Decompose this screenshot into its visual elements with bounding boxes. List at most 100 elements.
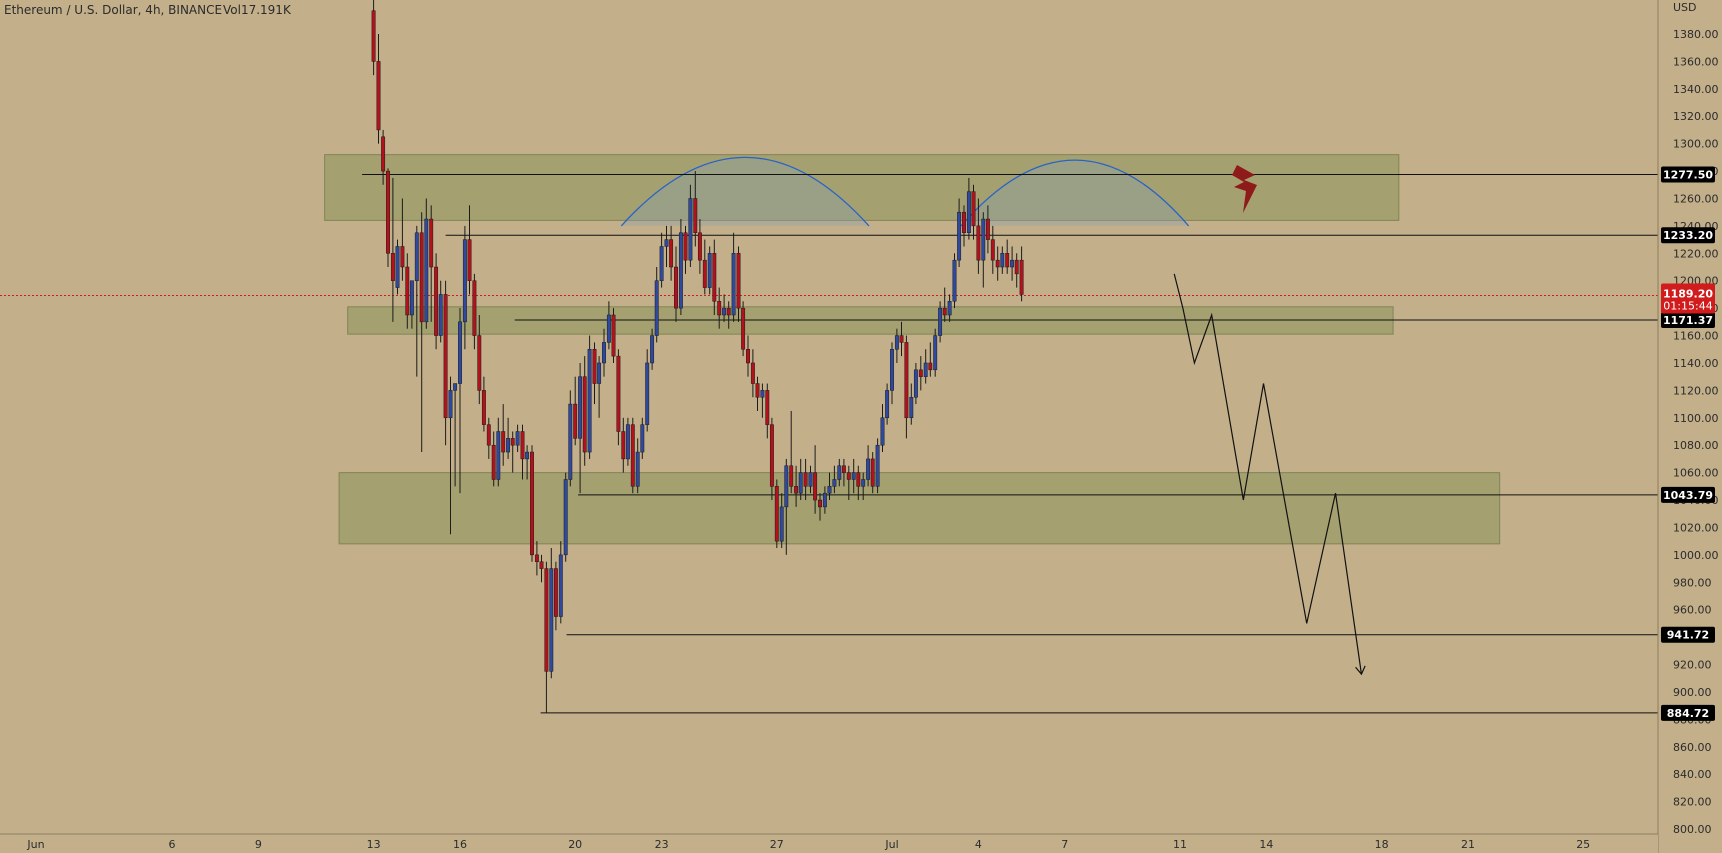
candle [832,465,837,494]
candle [481,376,486,432]
candle-body [1019,259,1024,295]
candle-body [985,218,990,240]
candle [453,383,458,487]
projection-layer [1173,273,1366,676]
candle-body [669,239,674,268]
candle [746,335,750,377]
candle [491,431,496,487]
candle-body [438,294,443,336]
zone-3[interactable] [338,472,1501,545]
candle-body [458,321,462,384]
y-tick-label: 1300.00 [1673,138,1719,151]
candle [808,465,813,494]
candle [798,458,803,501]
candle [467,205,472,295]
candle [486,417,491,459]
candle [697,219,702,274]
candle-body [904,342,909,419]
candle [558,541,563,624]
candle-body [587,349,592,453]
candle [712,239,717,315]
candle-body [1010,259,1015,268]
candle [376,34,381,144]
candle [846,465,851,501]
candle-body [856,472,861,487]
currency-label: USD [1673,1,1697,14]
candle-body [424,218,429,323]
candle-body [697,232,702,261]
candle [386,168,390,268]
candle [630,417,635,494]
x-tick-labels[interactable]: Jun 6 9 13 16 20 23 27 Jul 4 7 11 14 18 21 25 [26,838,1590,851]
candle-body [664,239,669,247]
candle-body [755,383,760,398]
candle [414,225,419,377]
price-level-label: 1277.50 [1661,166,1715,183]
candle-body [688,198,693,261]
candle-body [501,431,506,453]
zone-2[interactable] [347,306,1394,335]
candle-body [971,191,976,227]
candle-body [597,362,602,384]
candle-body [371,10,376,62]
volume-readout: Vol17.191K [223,3,292,17]
candle-body [894,335,899,350]
svg-text:941.72: 941.72 [1667,629,1709,642]
candle-body [928,362,933,371]
candle [966,177,971,240]
candle [856,465,861,501]
candle [904,335,909,439]
y-tick-label: 1160.00 [1673,330,1719,343]
candle-body [611,314,616,357]
candle [409,280,414,329]
candle [851,458,856,494]
x-tick-label: 25 [1576,838,1590,851]
candle-body [683,232,688,261]
candle [606,301,611,350]
x-tick-label: 6 [169,838,176,851]
candle-body [722,307,727,316]
candle-body [553,568,558,617]
candle-body [827,486,832,494]
candle [578,362,583,494]
candle [534,541,539,576]
candle [1014,253,1019,288]
candle [506,417,511,459]
candle [731,232,736,322]
candle [923,349,928,384]
candle [683,225,688,274]
y-tick-label: 1140.00 [1673,357,1719,370]
projection-arrowhead [1355,665,1366,676]
candle-body [899,335,904,343]
candle-body [678,232,683,309]
arc-2[interactable] [960,159,1190,227]
current-price-value: 1189.20 [1663,288,1713,301]
svg-text:1277.50: 1277.50 [1663,168,1713,181]
projection-path[interactable] [1173,273,1363,675]
candle-body [981,218,986,261]
price-level-label: 1233.20 [1661,227,1715,244]
candle-body [1000,253,1005,268]
candle [582,356,587,466]
y-tick-labels[interactable]: 800.00820.00840.00860.00880.00900.00920.… [1673,28,1719,836]
candle-body [659,246,664,281]
zone-1[interactable] [324,154,1400,221]
candle [477,314,482,405]
candle [702,239,707,295]
candle-body [462,239,467,323]
candle-body [525,451,530,460]
candle [1010,246,1015,281]
candle-body [520,431,525,460]
current-price-countdown: 01:15:44 [1663,300,1712,313]
candle-body [923,362,928,377]
candle [722,294,727,322]
candle [717,287,722,329]
candle [909,383,914,425]
candle [438,280,443,343]
candle [837,458,842,487]
candle [640,417,645,459]
candle-body [602,342,606,364]
candle-body [386,170,390,254]
candle [760,383,765,418]
